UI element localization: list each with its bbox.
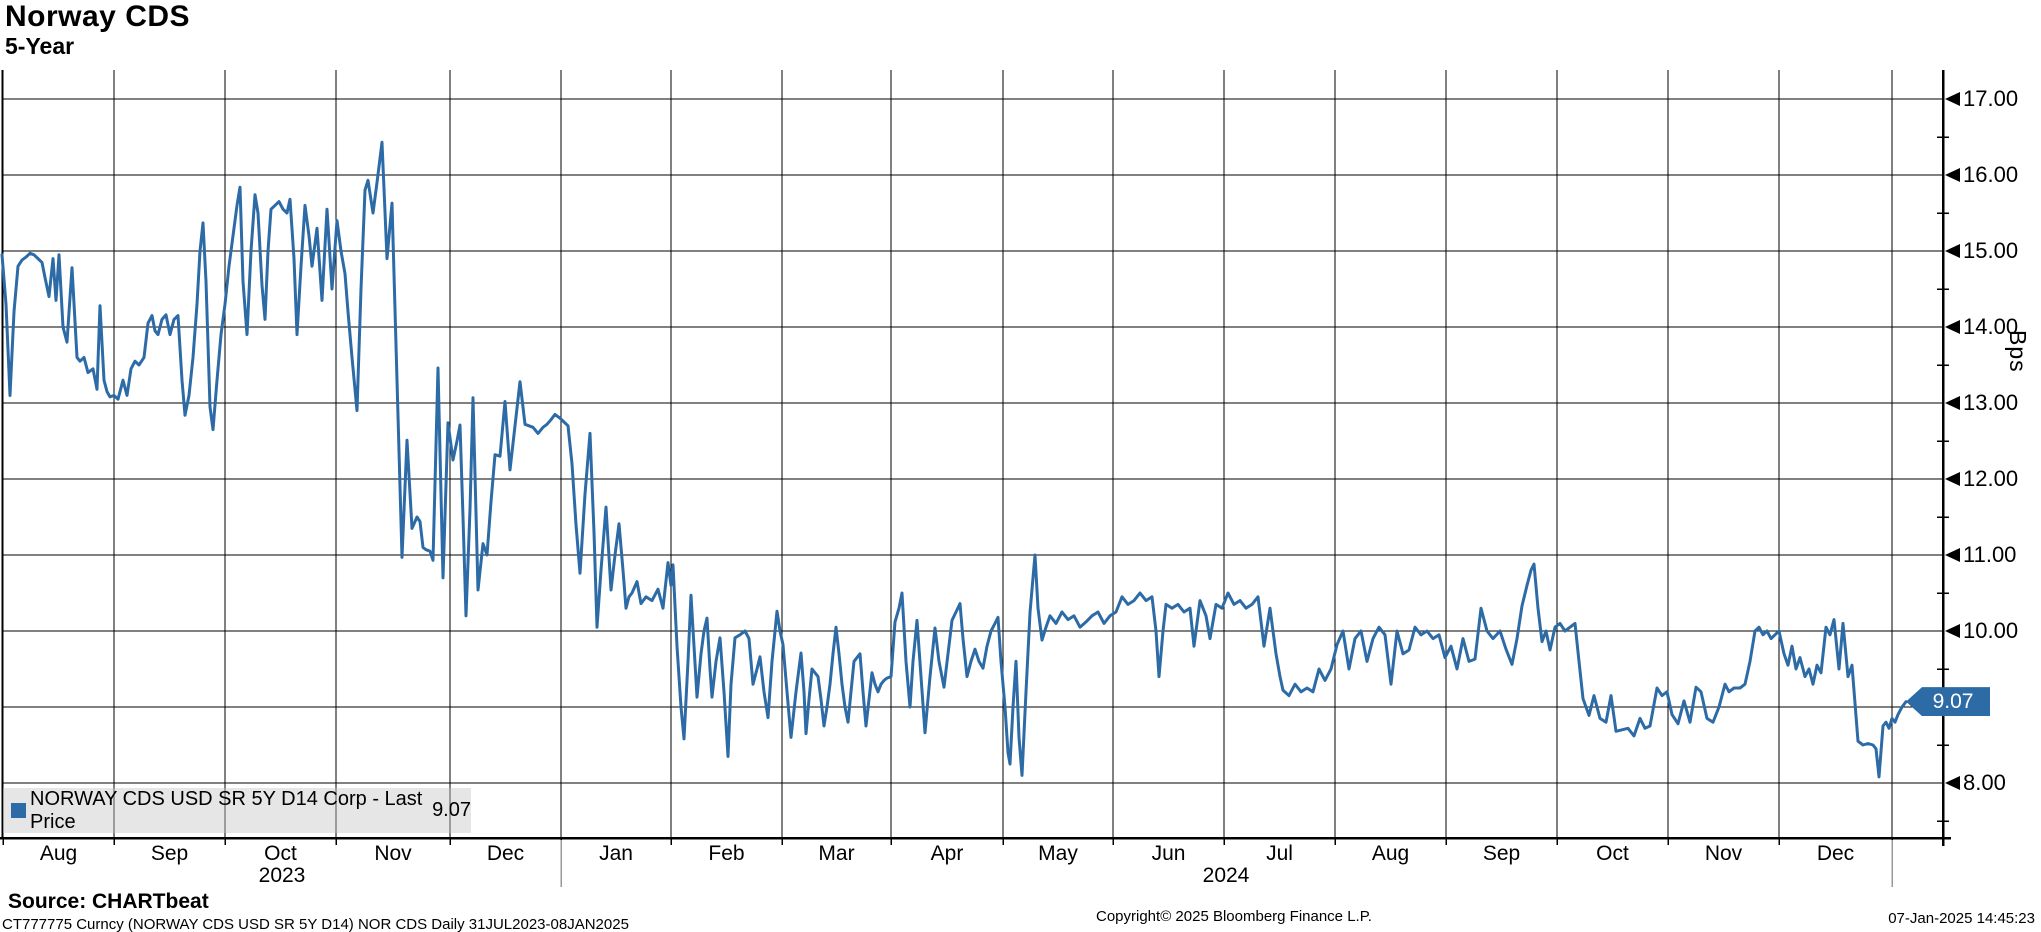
legend-series-marker-icon xyxy=(11,803,26,818)
x-axis-year-label: 2023 xyxy=(258,864,306,887)
y-axis-tick-label: 10.00 xyxy=(1963,618,2019,643)
chart-subtitle: 5-Year xyxy=(5,33,75,59)
x-axis-month-label: Oct xyxy=(264,842,297,865)
y-axis-tick-label: 8.00 xyxy=(1963,770,2006,795)
x-axis-month-label: Nov xyxy=(1704,842,1743,865)
y-axis-tick-label: 17.00 xyxy=(1963,86,2019,111)
y-axis-tick-label: 14.00 xyxy=(1963,314,2019,339)
x-axis-month-label: Jul xyxy=(1266,842,1293,865)
y-axis-tick-label: 12.00 xyxy=(1963,466,2019,491)
x-axis-month-label: May xyxy=(1038,842,1078,865)
x-axis-month-label: Sep xyxy=(150,842,189,865)
legend-series-label: NORWAY CDS USD SR 5Y D14 Corp - Last Pri… xyxy=(30,787,423,833)
legend-last-price-value: 9.07 xyxy=(432,799,471,821)
copyright-notice: Copyright© 2025 Bloomberg Finance L.P. xyxy=(1096,908,1372,925)
y-axis-unit-label: Bps xyxy=(2005,330,2031,373)
x-axis-month-label: Feb xyxy=(708,842,745,865)
y-axis-tick-label: 11.00 xyxy=(1963,542,2017,567)
x-axis-month-label: Jun xyxy=(1151,842,1186,865)
y-axis-tick-label: 16.00 xyxy=(1963,162,2019,187)
x-axis-month-label: Apr xyxy=(930,842,964,865)
legend-item[interactable]: NORWAY CDS USD SR 5Y D14 Corp - Last Pri… xyxy=(3,788,471,833)
y-axis-tick-label: 13.00 xyxy=(1963,390,2019,415)
timestamp: 07-Jan-2025 14:45:23 xyxy=(1888,910,2035,927)
x-axis-month-label: Oct xyxy=(1596,842,1629,865)
x-axis-year-label: 2024 xyxy=(1202,864,1250,887)
x-axis-month-label: Jan xyxy=(599,842,633,865)
source-label: Source: CHARTbeat xyxy=(8,890,209,913)
security-descriptor: CT777775 Curncy (NORWAY CDS USD SR 5Y D1… xyxy=(2,916,629,932)
x-axis-month-label: Nov xyxy=(374,842,412,865)
x-axis-month-label: Aug xyxy=(39,842,78,865)
x-axis-month-label: Aug xyxy=(1371,842,1410,865)
x-axis-month-label: Dec xyxy=(1816,842,1855,865)
x-axis-month-label: Dec xyxy=(486,842,525,865)
x-axis-month-label: Sep xyxy=(1482,842,1521,865)
y-axis-tick-label: 15.00 xyxy=(1963,238,2019,263)
x-axis-month-label: Mar xyxy=(818,842,855,865)
last-price-badge: 9.07 xyxy=(1906,687,1990,717)
page-title: Norway CDS xyxy=(5,0,191,33)
